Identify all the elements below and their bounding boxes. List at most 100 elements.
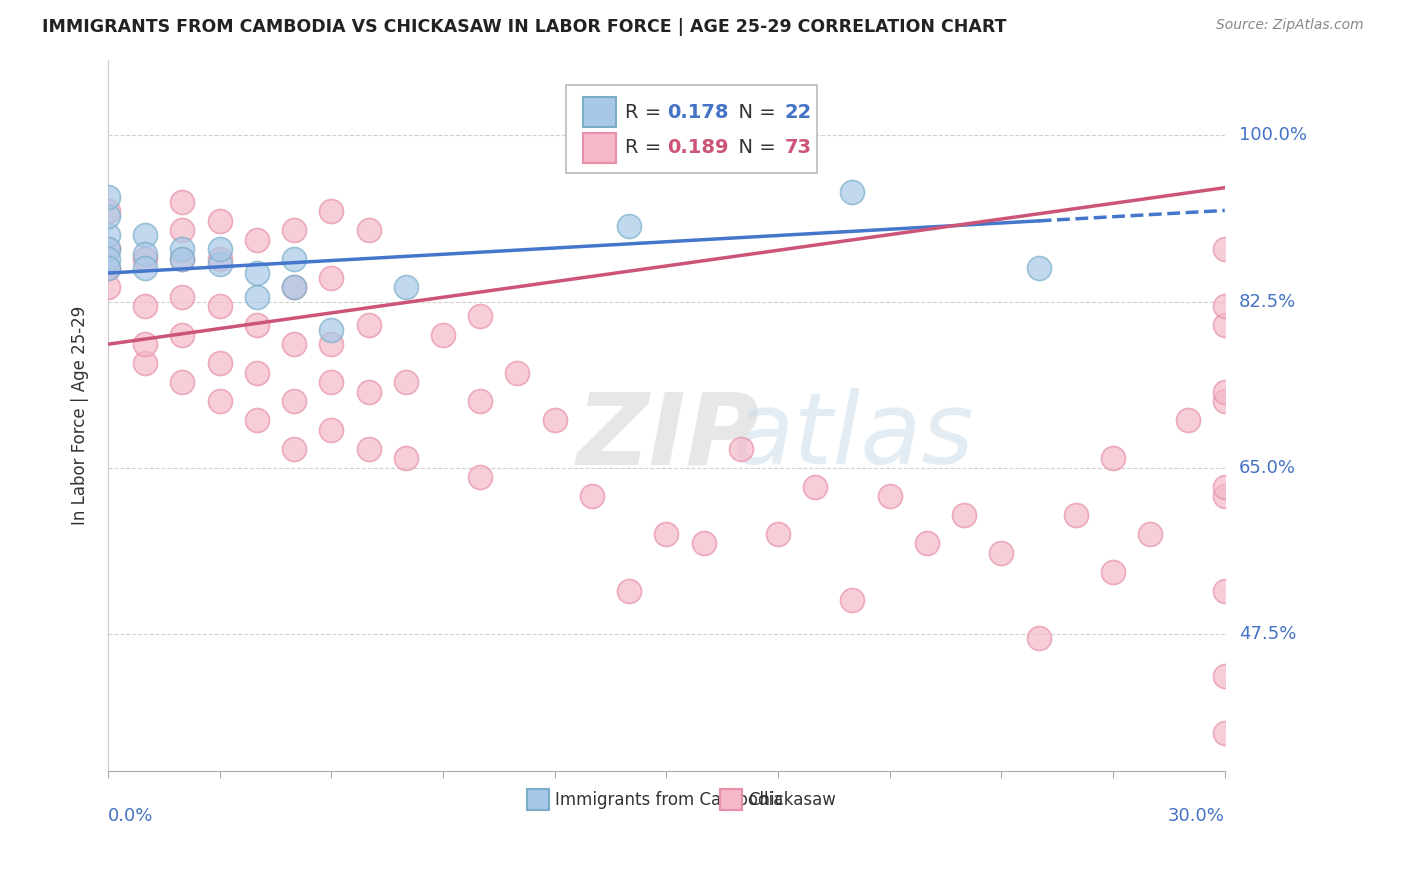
Point <box>246 318 269 333</box>
Point <box>172 375 194 389</box>
Text: Immigrants from Cambodia: Immigrants from Cambodia <box>555 790 783 809</box>
Point <box>134 356 156 370</box>
Text: N =: N = <box>725 138 782 157</box>
Text: 100.0%: 100.0% <box>1239 127 1306 145</box>
Point <box>208 214 231 228</box>
Point <box>246 233 269 247</box>
Point <box>134 337 156 351</box>
Point <box>208 256 231 270</box>
Text: IMMIGRANTS FROM CAMBODIA VS CHICKASAW IN LABOR FORCE | AGE 25-29 CORRELATION CHA: IMMIGRANTS FROM CAMBODIA VS CHICKASAW IN… <box>42 18 1007 36</box>
Point <box>283 280 305 294</box>
Point <box>953 508 976 522</box>
Point <box>97 261 120 276</box>
Point <box>1213 726 1236 740</box>
Point <box>283 223 305 237</box>
Point <box>1213 299 1236 313</box>
Point <box>97 204 120 219</box>
Point <box>1102 451 1125 466</box>
Point <box>357 384 380 399</box>
Point <box>1102 565 1125 579</box>
Point <box>134 261 156 276</box>
Text: 73: 73 <box>785 138 811 157</box>
Point <box>357 318 380 333</box>
Point <box>97 280 120 294</box>
Point <box>357 223 380 237</box>
Point <box>97 190 120 204</box>
Point <box>134 228 156 243</box>
Point <box>395 451 418 466</box>
Text: 65.0%: 65.0% <box>1239 458 1296 476</box>
Point <box>617 219 640 233</box>
Point <box>208 252 231 266</box>
Point <box>97 209 120 223</box>
Point <box>692 536 714 550</box>
Text: 0.178: 0.178 <box>668 103 728 121</box>
Point <box>544 413 567 427</box>
Point <box>134 247 156 261</box>
Point <box>1028 632 1050 646</box>
Text: Chickasaw: Chickasaw <box>748 790 835 809</box>
Point <box>283 337 305 351</box>
Point <box>395 375 418 389</box>
Point <box>134 299 156 313</box>
Point <box>470 470 492 484</box>
FancyBboxPatch shape <box>582 97 616 128</box>
Point <box>208 356 231 370</box>
Point <box>1213 583 1236 598</box>
Point <box>208 394 231 409</box>
FancyBboxPatch shape <box>527 789 550 810</box>
Point <box>470 394 492 409</box>
Text: 82.5%: 82.5% <box>1239 293 1296 310</box>
Point <box>1028 261 1050 276</box>
Point <box>1213 243 1236 257</box>
Text: 47.5%: 47.5% <box>1239 624 1296 642</box>
FancyBboxPatch shape <box>720 789 742 810</box>
Point <box>1139 527 1161 541</box>
Point <box>246 413 269 427</box>
Point <box>1213 384 1236 399</box>
Text: 0.0%: 0.0% <box>108 806 153 825</box>
Point <box>321 270 343 285</box>
Point <box>1213 669 1236 683</box>
Text: R =: R = <box>626 138 668 157</box>
Point <box>470 309 492 323</box>
Point <box>581 489 603 503</box>
Text: 22: 22 <box>785 103 813 121</box>
Point <box>879 489 901 503</box>
Point <box>841 186 863 200</box>
Point <box>283 252 305 266</box>
Point <box>97 228 120 243</box>
Point <box>172 252 194 266</box>
FancyBboxPatch shape <box>582 133 616 162</box>
Point <box>506 366 529 380</box>
Point <box>134 252 156 266</box>
Point <box>655 527 678 541</box>
Point <box>357 442 380 456</box>
Point <box>246 266 269 280</box>
Point <box>395 280 418 294</box>
Point <box>172 290 194 304</box>
Point <box>172 252 194 266</box>
Point <box>97 243 120 257</box>
Point <box>1213 318 1236 333</box>
Point <box>990 546 1012 560</box>
Text: atlas: atlas <box>734 388 974 485</box>
Point <box>172 194 194 209</box>
Point <box>766 527 789 541</box>
Text: 30.0%: 30.0% <box>1168 806 1225 825</box>
Point <box>208 243 231 257</box>
Point <box>1213 394 1236 409</box>
Point <box>172 243 194 257</box>
Point <box>97 252 120 266</box>
Point <box>1213 489 1236 503</box>
Point <box>208 299 231 313</box>
Text: R =: R = <box>626 103 668 121</box>
Point <box>321 375 343 389</box>
Point <box>172 223 194 237</box>
Point <box>730 442 752 456</box>
Point <box>1064 508 1087 522</box>
Point <box>283 280 305 294</box>
Text: 0.189: 0.189 <box>668 138 728 157</box>
Point <box>617 583 640 598</box>
Point <box>97 243 120 257</box>
